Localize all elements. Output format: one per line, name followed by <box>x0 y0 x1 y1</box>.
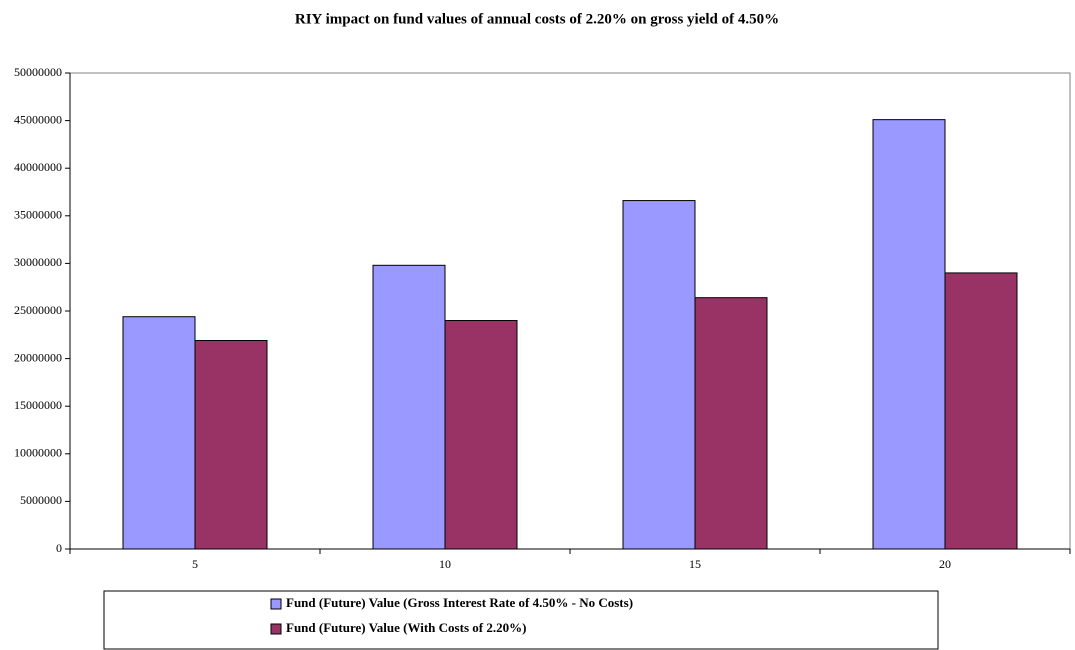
y-tick-label: 5000000 <box>20 493 62 507</box>
y-tick-label: 10000000 <box>14 446 62 460</box>
x-tick-label: 20 <box>939 557 951 571</box>
y-tick-label: 40000000 <box>14 160 62 174</box>
legend-label: Fund (Future) Value (With Costs of 2.20%… <box>286 620 526 635</box>
y-tick-label: 20000000 <box>14 350 62 364</box>
legend-box <box>103 590 939 650</box>
y-tick-label: 50000000 <box>14 65 62 79</box>
y-tick-label: 0 <box>56 541 62 555</box>
y-tick-label: 35000000 <box>14 208 62 222</box>
bar <box>194 340 268 550</box>
chart-title: RIY impact on fund values of annual cost… <box>295 11 779 27</box>
bar <box>944 272 1018 550</box>
bar <box>372 264 446 550</box>
bar <box>622 200 696 550</box>
bar <box>694 297 768 550</box>
y-tick-label: 15000000 <box>14 398 62 412</box>
y-tick-label: 25000000 <box>14 303 62 317</box>
y-tick-label: 30000000 <box>14 255 62 269</box>
legend-swatch <box>270 623 282 635</box>
bar <box>444 320 518 550</box>
x-tick-label: 10 <box>439 557 451 571</box>
x-tick-label: 15 <box>689 557 701 571</box>
legend-swatch <box>270 598 282 610</box>
bar <box>122 316 196 550</box>
legend-label: Fund (Future) Value (Gross Interest Rate… <box>286 595 633 610</box>
bar <box>872 119 946 550</box>
x-tick-label: 5 <box>192 557 198 571</box>
y-tick-label: 45000000 <box>14 112 62 126</box>
